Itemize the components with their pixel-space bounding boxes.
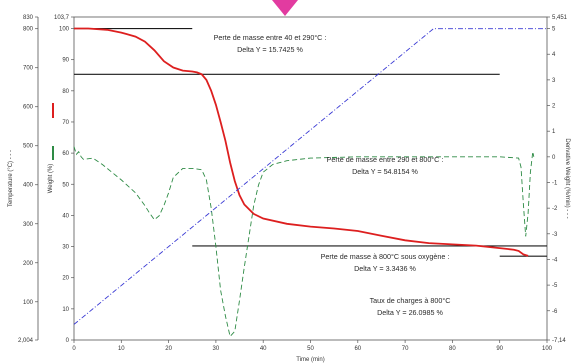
weight-tick-label: 60: [62, 151, 69, 157]
annotation-filler-rate-line1: Taux de charges à 800°C: [370, 296, 451, 305]
weight-tick-label: 100: [59, 27, 70, 33]
x-tick-label: 60: [354, 346, 361, 352]
derivative-tick-label: -7,14: [552, 338, 566, 344]
annotation-loss-40-290-line2: Delta Y = 15.7425 %: [237, 45, 303, 54]
weight-tick-label: 30: [62, 245, 69, 251]
annotation-loss-290-800-line1: Perte de masse entre 290 et 800°C :: [327, 155, 444, 164]
temperature-tick-label: 600: [23, 105, 34, 111]
temperature-tick-label: 300: [23, 222, 34, 228]
x-tick-label: 70: [402, 346, 409, 352]
weight-tick-label: 10: [62, 307, 69, 313]
weight-tick-label: 40: [62, 213, 69, 219]
annotation-loss-oxygen-line2: Delta Y = 3.3436 %: [354, 264, 416, 273]
derivative-tick-label: -5: [552, 283, 558, 289]
weight-tick-label: 50: [62, 182, 69, 188]
derivative-tick-label: -3: [552, 232, 558, 238]
series-group: [73, 27, 547, 338]
temperature-curve: [73, 28, 547, 325]
weight-curve: [74, 27, 529, 257]
weight-tick-label: 103,7: [54, 15, 70, 21]
x-axis-label: Time (min): [296, 357, 324, 363]
x-tick-label: 0: [72, 346, 76, 352]
weight-tick-label: 90: [62, 58, 69, 64]
weight-tick-label: 80: [62, 89, 69, 95]
plot-frame: [73, 16, 548, 341]
derivative-tick-label: -4: [552, 257, 558, 263]
temperature-tick-label: 2,004: [18, 338, 34, 344]
annotation-loss-290-800-line2: Delta Y = 54.8154 %: [352, 167, 418, 176]
temperature-tick-label: 500: [23, 144, 34, 150]
derivative-tick-label: -2: [552, 206, 558, 212]
derivative-tick-label: 5: [552, 27, 556, 33]
derivative-axis-title: Derivative Weight (%/min) - - -: [564, 138, 570, 218]
x-tick-label: 90: [496, 346, 503, 352]
weight-tick-label: 70: [62, 120, 69, 126]
weight-axis-title: Weight (%): [48, 164, 54, 194]
x-tick-label: 100: [542, 346, 553, 352]
derivative-tick-label: 4: [552, 52, 556, 58]
x-tick-label: 40: [260, 346, 267, 352]
x-tick-label: 30: [213, 346, 220, 352]
derivative-tick-label: -6: [552, 309, 558, 315]
temperature-tick-label: 800: [23, 27, 34, 33]
reference-lines-group: [74, 27, 547, 257]
pink-marker-shape: [272, 0, 298, 16]
derivative-tick-label: 2: [552, 104, 556, 110]
x-tick-label: 50: [307, 346, 314, 352]
temperature-tick-label: 200: [23, 261, 34, 267]
temperature-tick-label: 700: [23, 66, 34, 72]
weight-tick-label: 0: [66, 338, 70, 344]
weight-tick-label: 20: [62, 276, 69, 282]
temperature-tick-label: 400: [23, 183, 34, 189]
temperature-axis-title: Temperature (°C) - - -: [8, 150, 14, 207]
temperature-tick-label: 100: [23, 300, 34, 306]
x-tick-label: 20: [165, 346, 172, 352]
derivative-tick-label: 1: [552, 129, 556, 135]
derivative-tick-label: 0: [552, 155, 556, 161]
x-tick-label: 10: [118, 346, 125, 352]
annotation-loss-oxygen-line1: Perte de masse à 800°C sous oxygène :: [321, 252, 450, 261]
temperature-tick-label: 830: [23, 15, 34, 21]
derivative-tick-label: -1: [552, 180, 558, 186]
derivative-weight-curve: [73, 146, 535, 338]
derivative-tick-label: 5,451: [552, 15, 568, 21]
annotation-filler-rate-line2: Delta Y = 26.0985 %: [377, 308, 443, 317]
x-tick-label: 80: [449, 346, 456, 352]
annotation-loss-40-290-line1: Perte de masse entre 40 et 290°C :: [214, 33, 327, 42]
annotations-group: Perte de masse entre 40 et 290°C : Delta …: [214, 33, 451, 317]
derivative-tick-label: 3: [552, 78, 556, 84]
